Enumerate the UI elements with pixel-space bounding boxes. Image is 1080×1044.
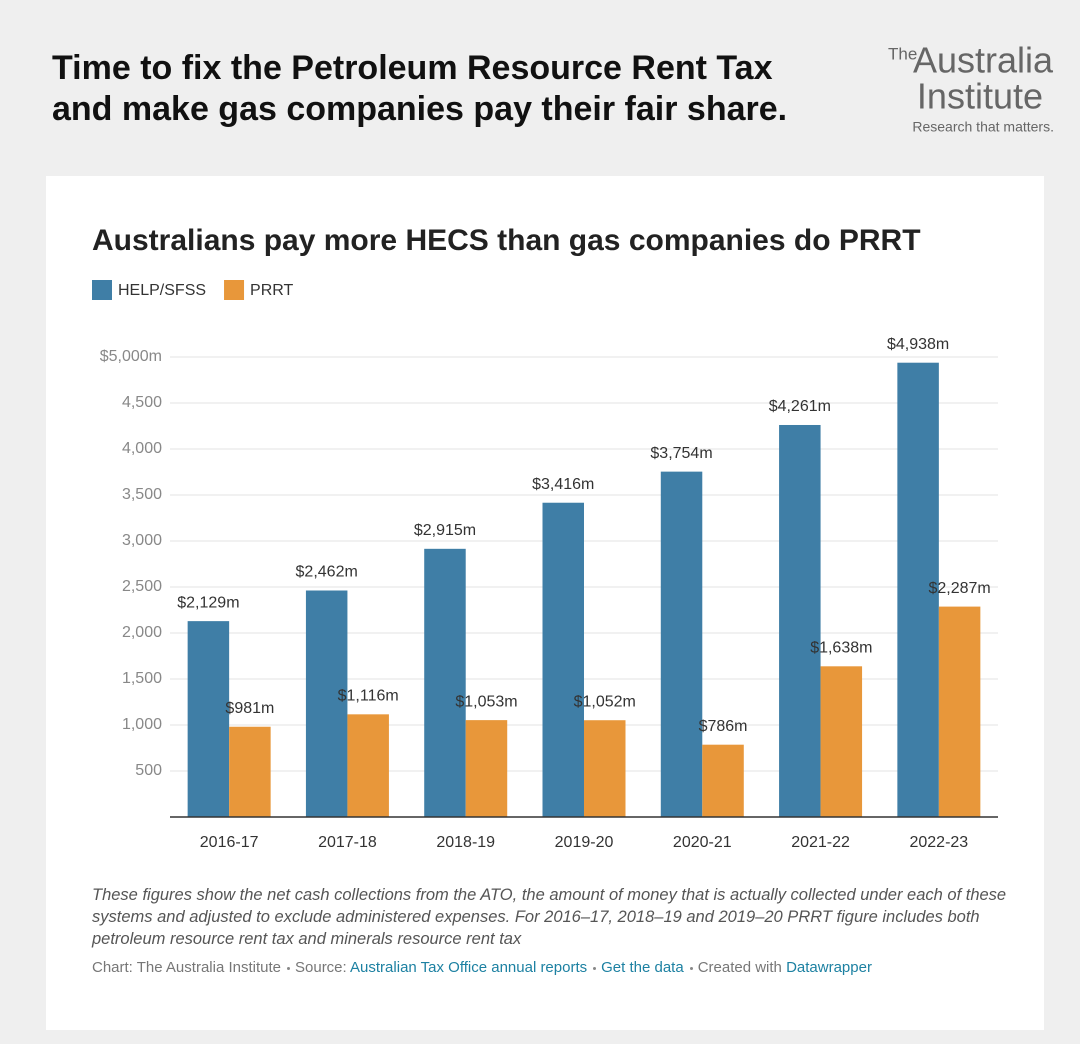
x-tick-label: 2017-18 xyxy=(318,834,377,851)
tool-link[interactable]: Datawrapper xyxy=(786,959,872,976)
x-tick-label: 2016-17 xyxy=(200,834,259,851)
separator xyxy=(287,966,290,970)
bar xyxy=(229,726,271,817)
bar xyxy=(702,744,744,817)
value-label: $4,938m xyxy=(887,336,949,353)
y-tick-label: 1,500 xyxy=(122,670,162,687)
bar xyxy=(779,424,821,817)
logo-text: Institute xyxy=(917,76,1043,117)
value-label: $2,129m xyxy=(177,594,239,611)
bar xyxy=(820,666,863,817)
x-tick-label: 2020-21 xyxy=(673,834,732,851)
y-tick-label: 500 xyxy=(135,762,162,779)
header-title: and make gas companies pay their fair sh… xyxy=(52,90,787,128)
legend-swatch xyxy=(92,280,112,300)
value-label: $1,052m xyxy=(574,693,636,710)
x-tick-label: 2021-22 xyxy=(791,834,850,851)
source-link[interactable]: Australian Tax Office annual reports xyxy=(350,959,588,976)
chart-title: Australians pay more HECS than gas compa… xyxy=(92,224,921,257)
bar xyxy=(897,362,939,817)
legend-label: HELP/SFSS xyxy=(118,282,206,299)
value-label: $3,416m xyxy=(532,476,594,493)
x-tick-label: 2018-19 xyxy=(436,834,495,851)
y-tick-label: 2,500 xyxy=(122,578,162,595)
x-tick-label: 2022-23 xyxy=(909,834,968,851)
bar xyxy=(305,590,348,817)
y-tick-label: 3,000 xyxy=(122,532,162,549)
bar xyxy=(542,502,584,817)
value-label: $4,261m xyxy=(769,398,831,415)
logo-text: The xyxy=(888,44,917,63)
bar xyxy=(187,621,230,817)
value-label: $2,287m xyxy=(928,580,990,597)
created-label: Created with xyxy=(697,959,782,976)
y-tick-label: 4,500 xyxy=(122,394,162,411)
value-label: $981m xyxy=(225,700,274,717)
source-line: Chart: The Australia Institute Source: Au… xyxy=(92,959,1012,976)
value-label: $1,053m xyxy=(455,693,517,710)
value-label: $1,638m xyxy=(810,640,872,657)
legend-label: PRRT xyxy=(250,282,293,299)
bar xyxy=(938,606,981,817)
value-label: $786m xyxy=(699,718,748,735)
y-tick-label: 1,000 xyxy=(122,716,162,733)
value-label: $1,116m xyxy=(338,688,399,705)
get-data-link[interactable]: Get the data xyxy=(601,959,684,976)
logo-tagline: Research that matters. xyxy=(912,119,1054,135)
separator xyxy=(593,966,597,970)
chart-note: These figures show the net cash collecti… xyxy=(92,886,1007,948)
bar xyxy=(660,471,703,817)
bar xyxy=(584,720,626,817)
bar xyxy=(424,548,466,817)
value-label: $3,754m xyxy=(650,445,712,462)
legend-swatch xyxy=(224,280,245,300)
credit: Chart: The Australia Institute xyxy=(92,959,281,976)
y-tick-label: 2,000 xyxy=(122,624,162,641)
y-tick-label: 3,500 xyxy=(122,486,162,503)
header-title: Time to fix the Petroleum Resource Rent … xyxy=(52,49,773,87)
y-tick-label: 4,000 xyxy=(122,440,162,457)
value-label: $2,462m xyxy=(296,564,358,581)
bar xyxy=(347,714,389,817)
bar xyxy=(465,720,508,817)
value-label: $2,915m xyxy=(414,522,476,539)
logo-text: Australia xyxy=(913,40,1054,81)
separator xyxy=(689,966,693,970)
x-tick-label: 2019-20 xyxy=(555,834,614,851)
source-label: Source: xyxy=(295,959,347,976)
y-tick-label: $5,000m xyxy=(100,348,162,365)
